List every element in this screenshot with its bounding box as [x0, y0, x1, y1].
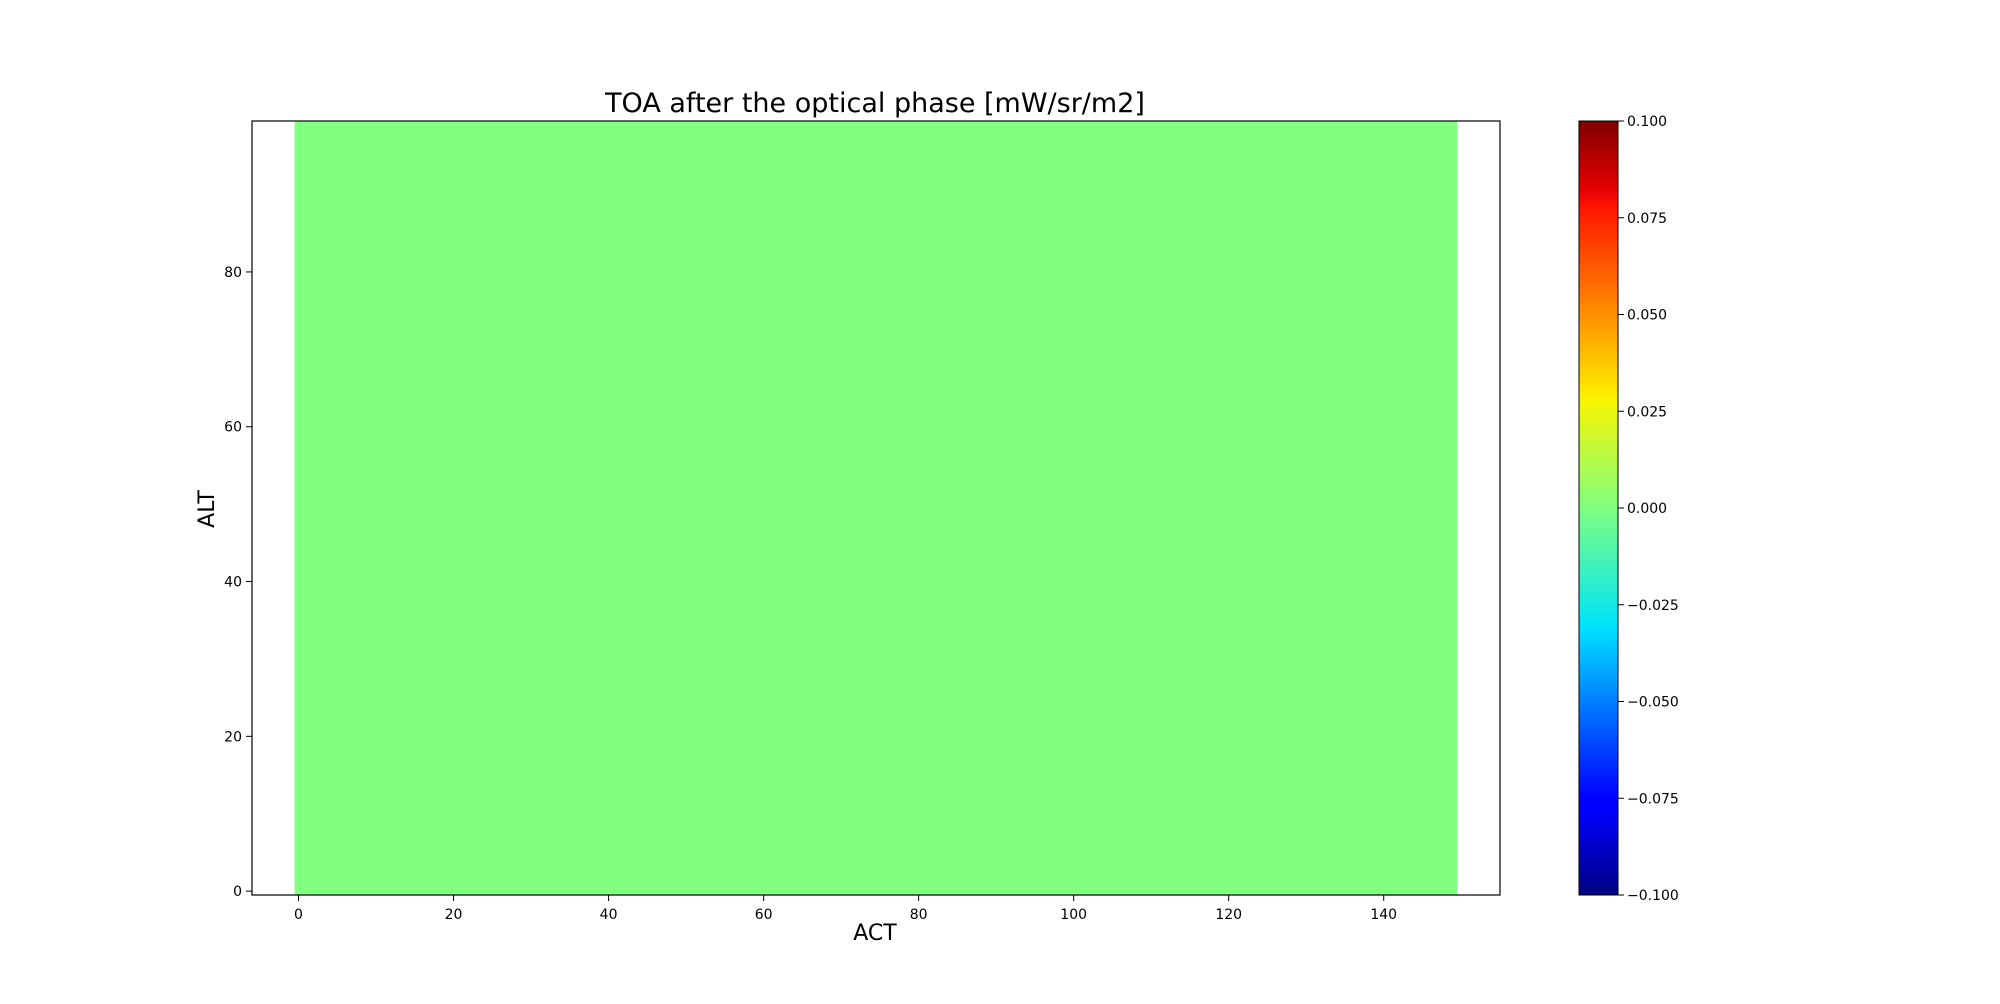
x-tick-label-20: 20 [445, 907, 463, 923]
heatmap-image [294, 121, 1458, 895]
y-tick-label-80: 80 [224, 265, 242, 281]
x-tick-label-80: 80 [910, 907, 928, 923]
colorbar-tick-label-1: 0.075 [1627, 211, 1667, 227]
colorbar-tick-label-8: −0.100 [1627, 888, 1679, 904]
chart-title: TOA after the optical phase [mW/sr/m2] [604, 88, 1145, 119]
x-tick-label-0: 0 [294, 907, 303, 923]
x-axis-label: ACT [853, 921, 897, 946]
colorbar-tick-label-0: 0.100 [1627, 114, 1667, 130]
x-tick-label-120: 120 [1215, 907, 1242, 923]
y-axis-label: ALT [195, 490, 220, 528]
colorbar-tick-label-7: −0.075 [1627, 791, 1679, 807]
y-tick-label-40: 40 [224, 575, 242, 591]
colorbar-tick-label-6: −0.050 [1627, 695, 1679, 711]
colorbar-tick-label-2: 0.050 [1627, 308, 1667, 324]
x-tick-label-100: 100 [1060, 907, 1087, 923]
plot-area: 0 20 40 60 80 100 120 140 0 20 40 60 80 [224, 120, 1501, 923]
colorbar-gradient [1579, 121, 1618, 895]
x-tick-label-140: 140 [1370, 907, 1397, 923]
colorbar-tick-label-3: 0.025 [1627, 404, 1667, 420]
x-tick-label-40: 40 [600, 907, 618, 923]
x-tick-label-60: 60 [755, 907, 773, 923]
y-tick-label-20: 20 [224, 729, 242, 745]
y-tick-label-0: 0 [233, 884, 242, 900]
colorbar: 0.100 0.075 0.050 0.025 0.000 −0.025 −0.050 −0.… [1578, 114, 1679, 904]
colorbar-tick-label-4: 0.000 [1627, 501, 1667, 517]
y-tick-label-60: 60 [224, 420, 242, 436]
axes-frame [251, 120, 1501, 896]
colorbar-tick-label-5: −0.025 [1627, 598, 1679, 614]
